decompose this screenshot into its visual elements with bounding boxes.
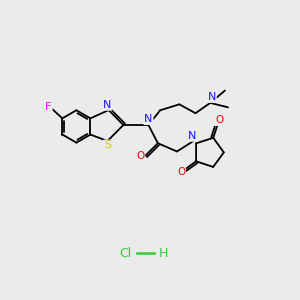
- Text: N: N: [188, 131, 196, 141]
- Text: H: H: [159, 247, 168, 260]
- Text: N: N: [208, 92, 216, 102]
- Text: S: S: [104, 140, 111, 150]
- Text: F: F: [45, 103, 52, 112]
- Text: O: O: [215, 115, 223, 125]
- Text: O: O: [136, 151, 144, 160]
- Text: O: O: [177, 167, 185, 177]
- Text: N: N: [144, 114, 153, 124]
- Text: Cl: Cl: [119, 247, 131, 260]
- Text: N: N: [103, 100, 111, 110]
